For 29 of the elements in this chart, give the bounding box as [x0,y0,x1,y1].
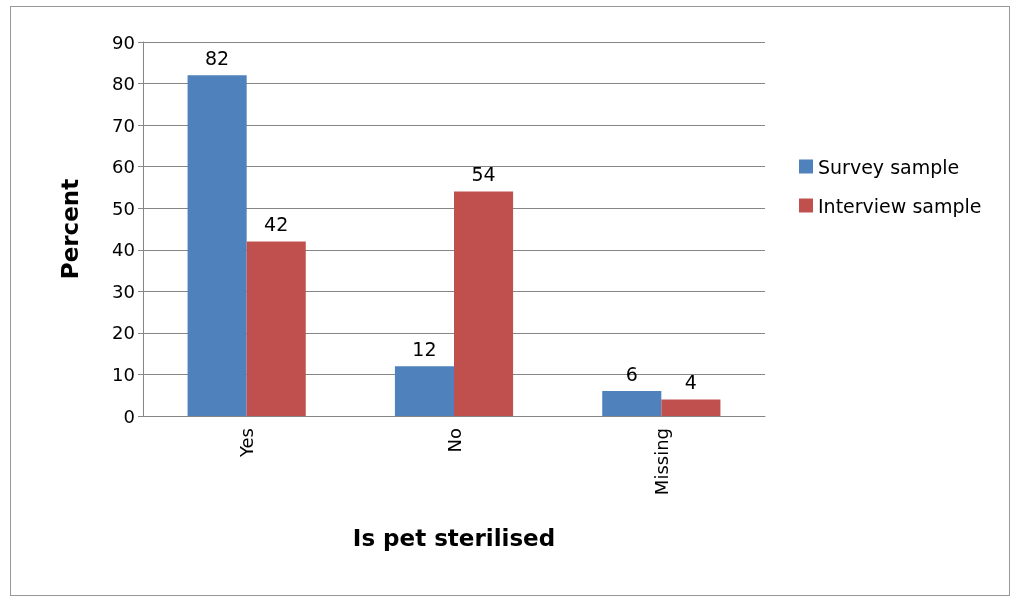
y-tick-label: 70 [112,114,135,136]
y-tick-label: 90 [112,31,135,53]
y-tick-label: 50 [112,197,135,219]
x-tick-label: Yes [236,428,258,459]
bar [394,366,454,416]
y-tick-label: 30 [112,280,135,302]
data-label: 6 [625,362,638,385]
data-label: 82 [205,46,230,69]
y-tick-label: 40 [112,239,135,261]
y-tick-label: 0 [123,405,135,427]
legend-label: Survey sample [818,155,960,178]
y-tick-label: 60 [112,156,135,178]
x-axis-title: Is pet sterilised [352,524,556,551]
legend-label: Interview sample [818,194,982,217]
x-tick-label: No [443,428,465,453]
bar [602,391,662,416]
bar [187,75,247,416]
y-axis-title: Percent [56,178,83,280]
bar [454,191,514,416]
data-label: 12 [412,337,437,360]
bar [661,399,721,416]
bar [246,241,306,416]
x-tick-label: Missing [650,428,672,496]
data-label: 54 [471,163,496,186]
data-label: 42 [264,212,289,235]
y-tick-label: 20 [112,322,135,344]
y-tick-label: 10 [112,363,135,385]
y-tick-label: 80 [112,73,135,95]
data-label: 4 [684,370,697,393]
